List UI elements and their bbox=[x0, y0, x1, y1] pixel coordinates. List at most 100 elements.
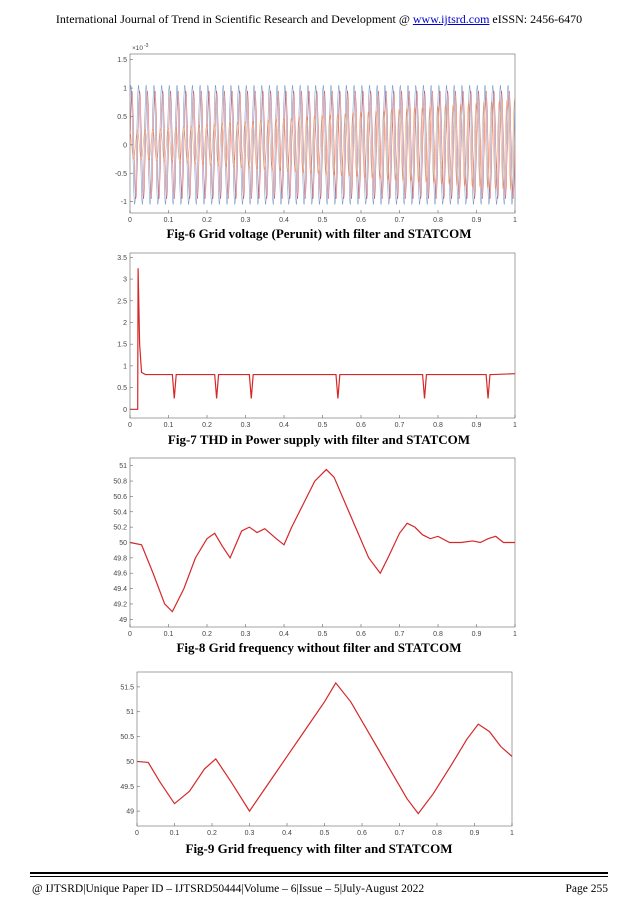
x-tick-label: 0 bbox=[128, 631, 132, 638]
series-waveform bbox=[130, 99, 515, 191]
x-tick-label: 0.2 bbox=[202, 217, 212, 224]
x-tick-label: 1 bbox=[513, 631, 517, 638]
x-tick-label: 0.6 bbox=[356, 631, 366, 638]
fig6-caption: Fig-6 Grid voltage (Perunit) with filter… bbox=[166, 226, 472, 241]
y-tick-label: 50.6 bbox=[113, 494, 127, 501]
y-tick-label: 1.5 bbox=[117, 342, 127, 349]
x-tick-label: 0.1 bbox=[170, 830, 180, 837]
y-tick-label: 0 bbox=[123, 142, 127, 149]
y-tick-label: 50.8 bbox=[113, 479, 127, 486]
x-tick-label: 0.5 bbox=[320, 830, 330, 837]
y-tick-label: 49 bbox=[126, 809, 134, 816]
x-tick-label: 0.8 bbox=[433, 217, 443, 224]
x-tick-label: 0.3 bbox=[241, 631, 251, 638]
x-tick-label: 0.7 bbox=[395, 422, 405, 429]
x-tick-label: 0.7 bbox=[395, 217, 405, 224]
x-tick-label: 0.1 bbox=[164, 422, 174, 429]
x-tick-label: 1 bbox=[513, 422, 517, 429]
y-tick-label: 0.5 bbox=[117, 385, 127, 392]
series-line bbox=[130, 468, 515, 613]
series-waveform bbox=[130, 90, 515, 200]
y-tick-label: 51 bbox=[126, 709, 134, 716]
journal-header: International Journal of Trend in Scient… bbox=[0, 12, 638, 27]
series-line bbox=[137, 681, 512, 815]
fig9-chart: 0 0.1 0.2 0.3 0.4 0.5 0.6 0.7 0.8 0.9 1 49 49.5 50 50.… bbox=[120, 671, 514, 837]
x-tick-label: 0 bbox=[128, 217, 132, 224]
x-tick-label: 1 bbox=[510, 830, 514, 837]
y-tick-label: 50 bbox=[119, 540, 127, 547]
x-tick-label: 0.3 bbox=[241, 422, 251, 429]
x-tick-label: 0.7 bbox=[395, 830, 405, 837]
x-tick-label: 0.6 bbox=[356, 217, 366, 224]
series-waveform bbox=[130, 84, 515, 206]
y-tick-label: 49.6 bbox=[113, 571, 127, 578]
y-tick-label: 49.5 bbox=[120, 784, 134, 791]
x-tick-label: 0.9 bbox=[470, 830, 480, 837]
footer-divider bbox=[30, 872, 608, 874]
x-tick-label: 0.9 bbox=[472, 631, 482, 638]
footer-paper-id: Unique Paper ID – IJTSRD50444 bbox=[85, 883, 242, 895]
y-tick-label: -1 bbox=[121, 199, 127, 206]
x-tick-label: 0.1 bbox=[164, 217, 174, 224]
x-tick-label: 0.3 bbox=[241, 217, 251, 224]
x-tick-label: 1 bbox=[513, 217, 517, 224]
x-tick-label: 0.5 bbox=[318, 422, 328, 429]
y-tick-label: 50.2 bbox=[113, 525, 127, 532]
x-tick-label: 0.8 bbox=[432, 830, 442, 837]
y-tick-label: 2 bbox=[123, 320, 127, 327]
y-tick-label: -0.5 bbox=[115, 171, 127, 178]
fig8-chart: 0 0.1 0.2 0.3 0.4 0.5 0.6 0.7 0.8 0.9 1 49 49.2 49.4 4… bbox=[113, 457, 517, 638]
fig7-chart: 0 0.1 0.2 0.3 0.4 0.5 0.6 0.7 0.8 0.9 1 0 0.5 1 1.5 2 2.… bbox=[117, 252, 517, 429]
plot-frame bbox=[129, 252, 516, 419]
journal-title: International Journal of Trend in Scient… bbox=[55, 12, 413, 26]
x-tick-label: 0 bbox=[135, 830, 139, 837]
fig7-caption: Fig-7 THD in Power supply with filter an… bbox=[167, 432, 471, 447]
y-tick-label: 1 bbox=[123, 86, 127, 93]
plot-frame bbox=[136, 671, 513, 827]
fig9-caption: Fig-9 Grid frequency with filter and STA… bbox=[185, 841, 453, 856]
y-tick-label: 3 bbox=[123, 277, 127, 284]
y-exponent-label: ×10 bbox=[132, 45, 143, 52]
y-tick-label: 0 bbox=[123, 407, 127, 414]
y-tick-label: 2.5 bbox=[117, 298, 127, 305]
y-tick-label: 3.5 bbox=[117, 255, 127, 262]
page-footer: @ IJTSRD | Unique Paper ID – IJTSRD50444… bbox=[32, 883, 608, 895]
y-tick-label: 49.8 bbox=[113, 555, 127, 562]
y-tick-label: 51 bbox=[119, 463, 127, 470]
y-tick-label: 51.5 bbox=[120, 684, 134, 691]
y-tick-label: 50 bbox=[126, 759, 134, 766]
y-tick-label: 0.5 bbox=[117, 114, 127, 121]
fig8-caption: Fig-8 Grid frequency without filter and … bbox=[176, 640, 462, 655]
journal-website-link[interactable]: www.ijtsrd.com bbox=[412, 12, 490, 26]
x-tick-label: 0.1 bbox=[164, 631, 174, 638]
y-tick-label: 50.5 bbox=[120, 734, 134, 741]
x-tick-label: 0 bbox=[128, 422, 132, 429]
x-tick-label: 0.2 bbox=[202, 631, 212, 638]
x-tick-label: 0.4 bbox=[282, 830, 292, 837]
x-tick-label: 0.9 bbox=[472, 217, 482, 224]
footer-issue: Issue – 5 bbox=[298, 883, 340, 895]
y-tick-label: 49 bbox=[119, 617, 127, 624]
footer-journal: @ IJTSRD bbox=[32, 883, 84, 895]
x-tick-label: 0.6 bbox=[356, 422, 366, 429]
fig6-chart: 0 0.1 0.2 0.3 0.4 0.5 0.6 0.7 0.8 0.9 1 -1 -0.5 0 0.5 1… bbox=[115, 43, 517, 224]
x-tick-label: 0.5 bbox=[318, 631, 328, 638]
issn: eISSN: 2456-6470 bbox=[489, 12, 583, 26]
footer-volume: Volume – 6 bbox=[243, 883, 297, 895]
footer-date: July-August 2022 bbox=[342, 883, 425, 895]
y-tick-label: 1 bbox=[123, 363, 127, 370]
x-tick-label: 0.2 bbox=[202, 422, 212, 429]
footer-divider-thin bbox=[30, 876, 608, 877]
y-tick-label: 49.2 bbox=[113, 601, 127, 608]
x-tick-label: 0.3 bbox=[245, 830, 255, 837]
x-tick-label: 0.8 bbox=[433, 631, 443, 638]
y-tick-label: 50.4 bbox=[113, 509, 127, 516]
x-tick-label: 0.6 bbox=[357, 830, 367, 837]
x-tick-label: 0.7 bbox=[395, 631, 405, 638]
x-tick-label: 0.9 bbox=[472, 422, 482, 429]
y-exponent-power: -3 bbox=[144, 43, 149, 49]
y-tick-label: 1.5 bbox=[117, 57, 127, 64]
x-tick-label: 0.8 bbox=[433, 422, 443, 429]
x-tick-label: 0.4 bbox=[279, 217, 289, 224]
y-tick-label: 49.4 bbox=[113, 586, 127, 593]
